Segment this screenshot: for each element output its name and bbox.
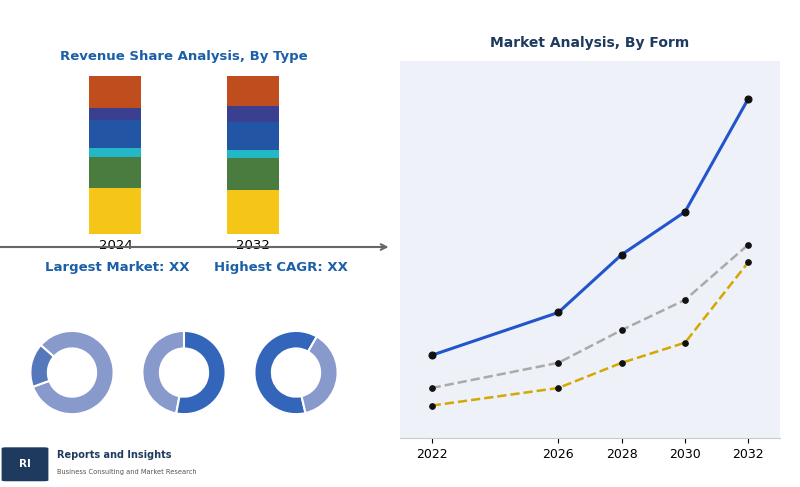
- Bar: [226, 190, 278, 234]
- Text: Reports and Insights: Reports and Insights: [57, 450, 171, 460]
- Bar: [90, 188, 142, 234]
- Title: Revenue Share Analysis, By Type: Revenue Share Analysis, By Type: [60, 50, 308, 63]
- Bar: [226, 76, 278, 106]
- Text: RI: RI: [19, 459, 31, 469]
- Wedge shape: [176, 331, 226, 414]
- Title: Market Analysis, By Form: Market Analysis, By Form: [490, 36, 690, 50]
- Wedge shape: [33, 331, 114, 414]
- Bar: [226, 158, 278, 190]
- Wedge shape: [254, 331, 317, 414]
- Bar: [90, 157, 142, 188]
- Bar: [226, 122, 278, 150]
- Bar: [90, 148, 142, 157]
- Bar: [226, 150, 278, 158]
- Text: Highest CAGR: XX: Highest CAGR: XX: [214, 262, 348, 274]
- Text: GLOBAL SOLVENTBORNE BASECOAT MARKET SEGMENT ANALYSIS: GLOBAL SOLVENTBORNE BASECOAT MARKET SEGM…: [10, 18, 546, 33]
- Text: Largest Market: XX: Largest Market: XX: [45, 262, 190, 274]
- Wedge shape: [142, 331, 184, 413]
- Wedge shape: [30, 345, 54, 387]
- Bar: [90, 108, 142, 120]
- Text: Business Consulting and Market Research: Business Consulting and Market Research: [57, 469, 197, 475]
- Bar: [90, 76, 142, 108]
- Bar: [226, 106, 278, 122]
- Bar: [90, 120, 142, 148]
- FancyBboxPatch shape: [2, 447, 48, 481]
- Wedge shape: [302, 337, 338, 413]
